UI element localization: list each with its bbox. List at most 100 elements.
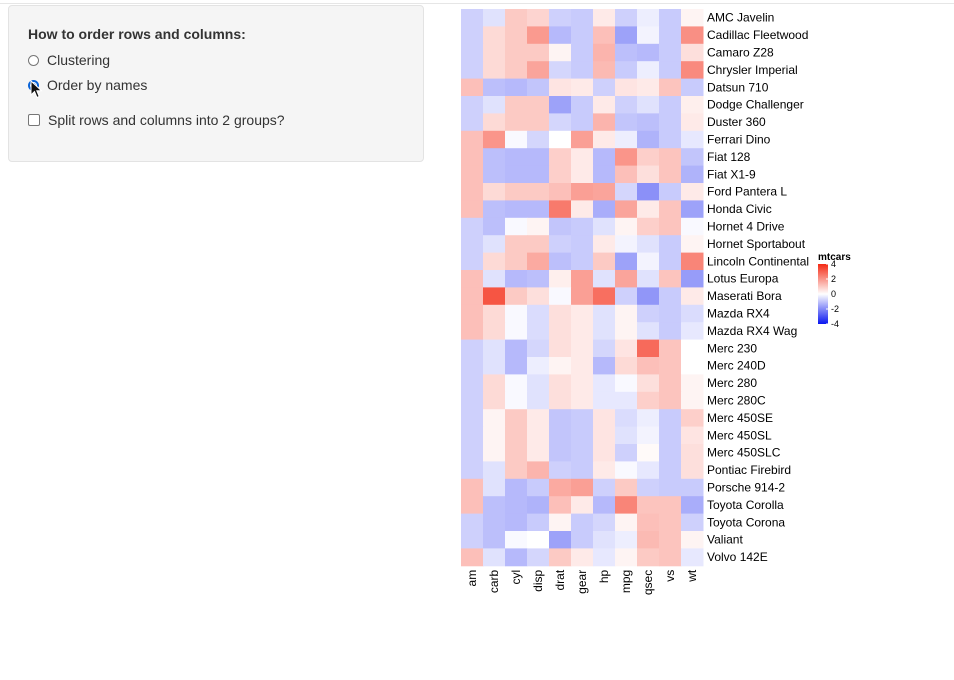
heatmap-cell bbox=[527, 304, 550, 323]
radio-clustering-label: Clustering bbox=[47, 52, 111, 68]
heatmap-cell bbox=[615, 217, 638, 236]
row-label: Merc 230 bbox=[707, 341, 757, 355]
heatmap-cell bbox=[527, 113, 550, 132]
heatmap-cell bbox=[637, 165, 660, 184]
heatmap-cell bbox=[593, 96, 616, 114]
row-label: Mazda RX4 Wag bbox=[707, 324, 797, 338]
heatmap-cell bbox=[549, 357, 572, 375]
heatmap-cell bbox=[637, 148, 660, 167]
heatmap-cell bbox=[505, 531, 528, 549]
heatmap-cell bbox=[659, 548, 682, 567]
row-label: Merc 280C bbox=[707, 394, 766, 408]
heatmap-cell bbox=[505, 304, 528, 323]
heatmap-cell bbox=[681, 148, 704, 167]
heatmap-cell bbox=[571, 478, 594, 497]
row-label: Ferrari Dino bbox=[707, 133, 771, 147]
heatmap-cell bbox=[505, 391, 528, 410]
heatmap-cell bbox=[549, 183, 572, 201]
column-label: qsec bbox=[641, 570, 655, 595]
heatmap-cell bbox=[615, 444, 638, 462]
heatmap-cell bbox=[505, 252, 528, 271]
heatmap-cell bbox=[461, 183, 484, 201]
heatmap-cell bbox=[505, 235, 528, 254]
heatmap-cell bbox=[571, 217, 594, 236]
heatmap-cell bbox=[483, 26, 506, 45]
column-label: am bbox=[465, 570, 479, 587]
row-label: Hornet 4 Drive bbox=[707, 220, 785, 234]
heatmap-cell bbox=[637, 252, 660, 271]
heatmap-cell bbox=[571, 148, 594, 167]
heatmap-cell bbox=[615, 287, 638, 306]
heatmap-cell bbox=[527, 270, 550, 288]
heatmap-cell bbox=[527, 426, 550, 445]
heatmap-cell bbox=[637, 496, 660, 515]
column-label: carb bbox=[487, 569, 501, 593]
row-label: Honda Civic bbox=[707, 202, 772, 216]
heatmap-cell bbox=[571, 26, 594, 45]
row-label: Lotus Europa bbox=[707, 272, 779, 286]
heatmap-cell bbox=[505, 478, 528, 497]
heatmap-cell bbox=[527, 496, 550, 515]
mouse-cursor-icon bbox=[30, 80, 43, 99]
heatmap-cell bbox=[637, 61, 660, 80]
heatmap-cell bbox=[659, 113, 682, 132]
heatmap-cell bbox=[615, 531, 638, 549]
heatmap-cell bbox=[483, 548, 506, 567]
heatmap-cell bbox=[461, 391, 484, 410]
heatmap-cell bbox=[483, 444, 506, 462]
heatmap-cell bbox=[681, 183, 704, 201]
heatmap-cell bbox=[461, 531, 484, 549]
radio-clustering-button[interactable] bbox=[28, 54, 39, 66]
heatmap-cell bbox=[549, 217, 572, 236]
heatmap-cell bbox=[549, 531, 572, 549]
heatmap-cell bbox=[483, 304, 506, 323]
heatmap-cell bbox=[615, 61, 638, 80]
heatmap-cell bbox=[593, 183, 616, 201]
heatmap-cell bbox=[527, 513, 550, 532]
radio-clustering[interactable]: Clustering bbox=[28, 50, 110, 70]
column-labels: am carb cyl disp drat gear hp mpg qsec vs wt bbox=[465, 569, 699, 595]
heatmap-cell bbox=[615, 43, 638, 62]
heatmap-cell bbox=[681, 235, 704, 254]
heatmap-cell bbox=[527, 357, 550, 375]
heatmap-cell bbox=[461, 374, 484, 393]
heatmap-cell bbox=[483, 113, 506, 132]
heatmap-cell bbox=[659, 339, 682, 358]
heatmap-cell bbox=[615, 235, 638, 254]
heatmap-cell bbox=[461, 217, 484, 236]
heatmap-cell bbox=[593, 374, 616, 393]
heatmap-cell bbox=[505, 26, 528, 45]
heatmap-cell bbox=[571, 409, 594, 428]
heatmap-cell bbox=[549, 270, 572, 288]
row-label: AMC Javelin bbox=[707, 11, 774, 25]
heatmap-cell bbox=[681, 113, 704, 132]
heatmap-cell bbox=[681, 391, 704, 410]
heatmap-cell bbox=[549, 461, 572, 480]
split-groups-option[interactable]: Split rows and columns into 2 groups? bbox=[28, 110, 285, 130]
radio-order-by-names-label: Order by names bbox=[47, 77, 148, 93]
heatmap-cell bbox=[483, 61, 506, 80]
heatmap-cell bbox=[659, 9, 682, 27]
heatmap-cell bbox=[505, 322, 528, 341]
heatmap-cell bbox=[571, 304, 594, 323]
row-label: Dodge Challenger bbox=[707, 98, 804, 112]
heatmap-cell bbox=[659, 78, 682, 97]
heatmap-cell bbox=[461, 96, 484, 114]
heatmap-cell bbox=[593, 513, 616, 532]
heatmap-cell bbox=[483, 9, 506, 27]
heatmap-cell bbox=[593, 426, 616, 445]
heatmap-cell bbox=[615, 426, 638, 445]
heatmap-cell bbox=[505, 270, 528, 288]
heatmap-cell bbox=[637, 322, 660, 341]
heatmap-cell bbox=[549, 391, 572, 410]
heatmap-cell bbox=[637, 183, 660, 201]
heatmap-cell bbox=[659, 357, 682, 375]
heatmap-cell bbox=[637, 217, 660, 236]
heatmap-cell bbox=[637, 130, 660, 149]
heatmap-cell bbox=[527, 26, 550, 45]
heatmap-cell bbox=[681, 130, 704, 149]
heatmap-cell bbox=[505, 96, 528, 114]
split-groups-checkbox[interactable] bbox=[28, 114, 40, 126]
row-label: Fiat 128 bbox=[707, 150, 751, 164]
